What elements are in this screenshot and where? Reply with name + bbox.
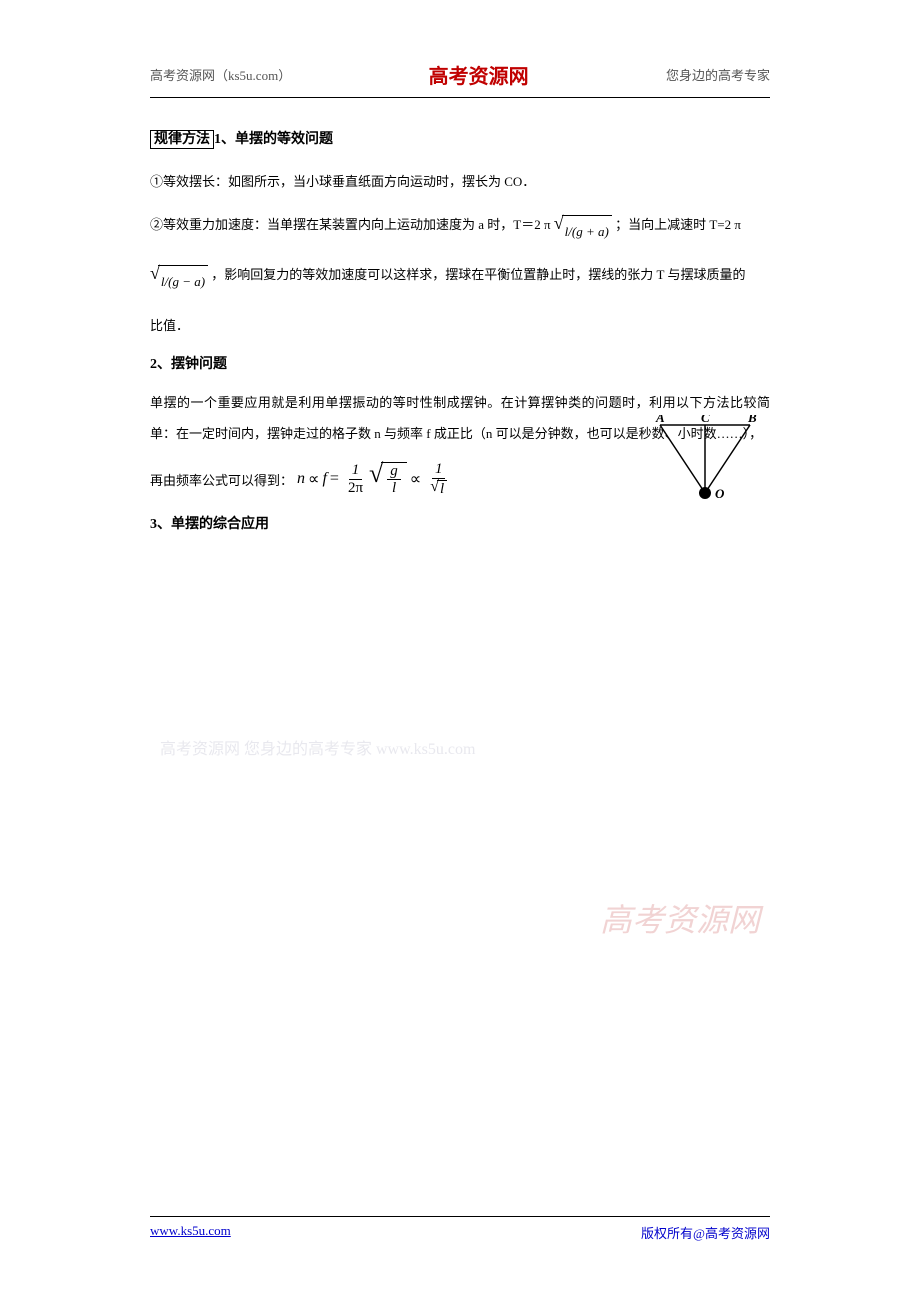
frac-1-over-2pi: 1 2π bbox=[345, 462, 366, 496]
frac-1-over-sqrt-l: 1 √ l bbox=[427, 461, 450, 497]
section-1-title: 规律方法1、单摆的等效问题 bbox=[150, 128, 770, 148]
para-equiv-gravity-cont: √ l/(g − a) ，影响回复力的等效加速度可以这样求，摆球在平衡位置静止时… bbox=[150, 259, 770, 297]
formula-sqrt-gplus: √ l/(g + a) bbox=[554, 215, 612, 247]
svg-text:B: B bbox=[747, 415, 757, 425]
svg-text:A: A bbox=[655, 415, 665, 425]
sqrt-inner-2: l/(g − a) bbox=[158, 265, 208, 297]
para2-text-d: 比值． bbox=[150, 310, 770, 341]
para-equiv-gravity: ②等效重力加速度：当单摆在某装置内向上运动加速度为 a 时，T＝2 π √ l/… bbox=[150, 209, 770, 247]
watermark-brand: 高考资源网 bbox=[600, 895, 760, 941]
formula-prefix: 再由频率公式可以得到： bbox=[150, 470, 293, 489]
method-label-box: 规律方法 bbox=[150, 130, 214, 149]
svg-text:O: O bbox=[715, 486, 725, 501]
header-tagline: 您身边的高考专家 bbox=[666, 65, 770, 84]
para2-text-c: ，影响回复力的等效加速度可以这样求，摆球在平衡位置静止时，摆线的张力 T 与摆球… bbox=[211, 267, 745, 282]
pendulum-svg: A C B O bbox=[650, 415, 770, 515]
formula-sqrt-gminus: √ l/(g − a) bbox=[150, 265, 208, 297]
svg-text:C: C bbox=[701, 415, 710, 425]
sqrt-g-over-l: √ g l bbox=[369, 462, 407, 497]
header-source: 高考资源网（ks5u.com） bbox=[150, 65, 291, 84]
footer-copyright: 版权所有@高考资源网 bbox=[641, 1223, 770, 1242]
page-header: 高考资源网（ks5u.com） 高考资源网 您身边的高考专家 bbox=[150, 60, 770, 98]
watermark-faint: 高考资源网 您身边的高考专家 www.ks5u.com bbox=[160, 735, 475, 759]
header-title: 高考资源网 bbox=[429, 60, 529, 89]
frequency-formula: n ∝ f = 1 2π √ g l ∝ bbox=[297, 461, 453, 497]
page-footer: www.ks5u.com 版权所有@高考资源网 bbox=[150, 1216, 770, 1242]
sqrt-inner-1: l/(g + a) bbox=[562, 215, 612, 247]
para-equiv-length: ①等效摆长：如图所示，当小球垂直纸面方向运动时，摆长为 CO． bbox=[150, 166, 770, 197]
section-1-heading-text: 1、单摆的等效问题 bbox=[214, 132, 333, 147]
para2-text-b: ；当向上减速时 T=2 π bbox=[615, 217, 741, 232]
section-2-heading: 2、摆钟问题 bbox=[150, 353, 770, 373]
pendulum-diagram: A C B O bbox=[650, 415, 770, 520]
footer-url: www.ks5u.com bbox=[150, 1223, 231, 1242]
para2-text-a: ②等效重力加速度：当单摆在某装置内向上运动加速度为 a 时，T＝2 π bbox=[150, 217, 554, 232]
